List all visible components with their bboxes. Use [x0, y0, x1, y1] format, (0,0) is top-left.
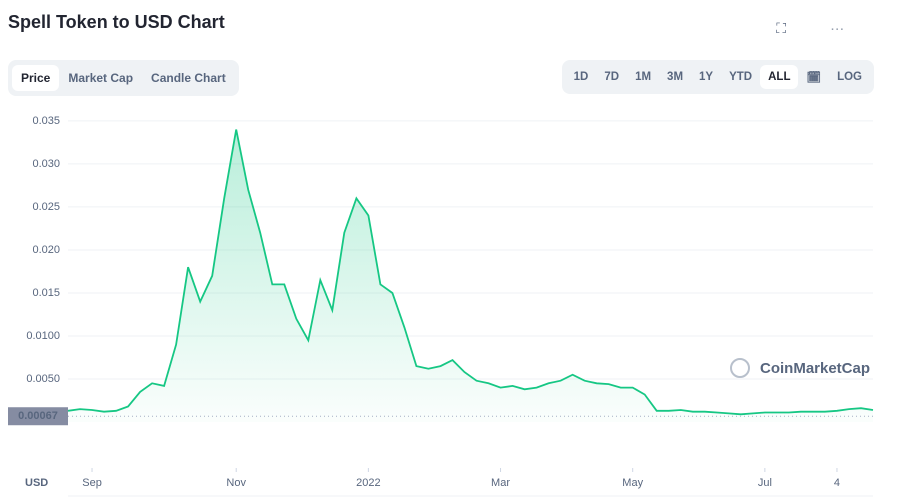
- y-tick-label: 0.025: [32, 201, 60, 213]
- x-tick-label: May: [622, 477, 643, 489]
- price-area: [68, 129, 873, 422]
- x-tick-label: Nov: [226, 477, 246, 489]
- range-button[interactable]: ALL: [760, 65, 799, 89]
- y-tick-label: 0.020: [32, 244, 60, 256]
- current-price-label: 0.00067: [18, 410, 58, 422]
- tabs: Price Market Cap Candle Chart: [8, 60, 239, 96]
- range-button[interactable]: 1D: [573, 71, 589, 83]
- log-button[interactable]: LOG: [837, 71, 862, 83]
- y-tick-label: 0.015: [32, 287, 60, 299]
- tab[interactable]: Price: [12, 65, 60, 91]
- x-tick-label: Mar: [491, 477, 510, 489]
- tab[interactable]: Candle Chart: [151, 71, 226, 85]
- y-tick-label: 0.0100: [26, 330, 60, 342]
- title: Spell Token to USD Chart: [8, 12, 225, 32]
- price-line: [67, 129, 874, 416]
- y-tick-label: 0.0050: [26, 373, 60, 385]
- currency-label: USD: [25, 477, 48, 489]
- x-tick-label: 4: [834, 477, 840, 489]
- tab[interactable]: Market Cap: [68, 71, 134, 85]
- y-tick-label: 0.035: [32, 115, 60, 127]
- ranges: 1D 7D 1M 3M 1Y YTD ALL 🗓 LOG: [561, 60, 874, 94]
- current-price-box: [8, 407, 68, 426]
- watermark-logo: [730, 358, 750, 378]
- range-button[interactable]: 1Y: [699, 71, 714, 83]
- toolbar-icons: ⛶ ⋯: [776, 20, 864, 36]
- range-button[interactable]: 7D: [604, 71, 620, 83]
- x-tick-label: Jul: [758, 477, 772, 489]
- calendar-button[interactable]: 🗓: [806, 72, 822, 84]
- range-button[interactable]: 3M: [667, 71, 684, 83]
- watermark: CoinMarketCap: [760, 360, 870, 377]
- x-tick-label: 2022: [356, 477, 380, 489]
- x-tick-label: Sep: [82, 477, 102, 489]
- range-button[interactable]: YTD: [729, 71, 753, 83]
- y-tick-label: 0.030: [32, 158, 60, 170]
- range-button[interactable]: 1M: [635, 71, 652, 83]
